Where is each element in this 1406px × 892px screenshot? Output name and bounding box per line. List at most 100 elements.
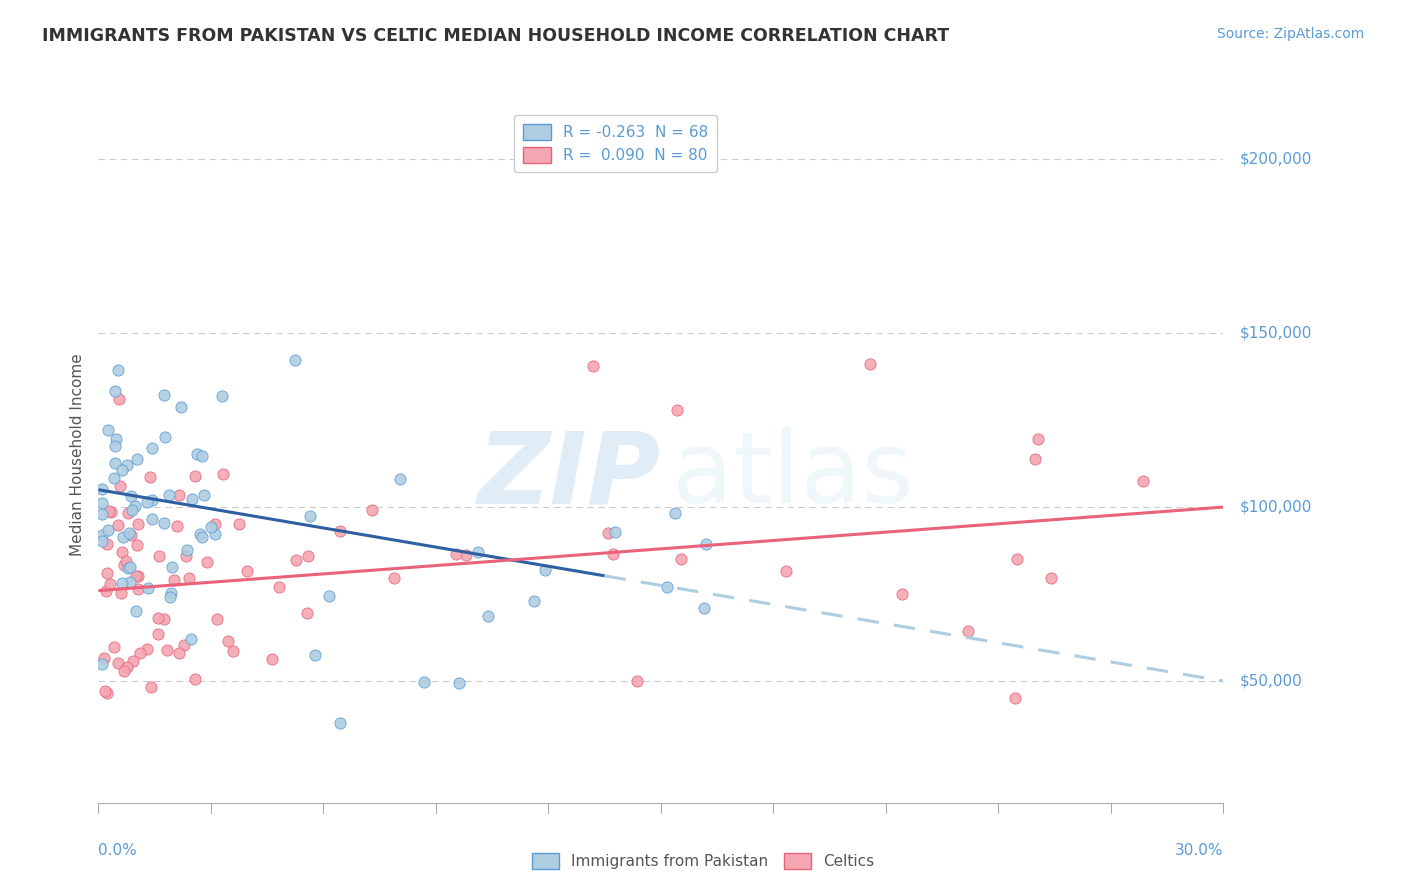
Text: IMMIGRANTS FROM PAKISTAN VS CELTIC MEDIAN HOUSEHOLD INCOME CORRELATION CHART: IMMIGRANTS FROM PAKISTAN VS CELTIC MEDIA… <box>42 27 949 45</box>
Point <box>626 673 648 688</box>
Point <box>318 590 340 604</box>
Point <box>523 593 546 607</box>
Point <box>136 581 159 595</box>
Point <box>664 506 686 520</box>
Point <box>228 516 250 531</box>
Point <box>412 675 434 690</box>
Point <box>211 389 233 403</box>
Point <box>298 508 321 523</box>
Point <box>111 463 134 477</box>
Point <box>382 571 405 585</box>
Text: $200,000: $200,000 <box>1240 152 1312 167</box>
Point <box>104 456 127 470</box>
Point <box>110 586 132 600</box>
Point <box>104 384 127 399</box>
Point <box>177 571 200 585</box>
Point <box>93 650 115 665</box>
Point <box>135 495 157 509</box>
Point <box>176 543 198 558</box>
Point <box>236 565 259 579</box>
Point <box>112 558 135 572</box>
Point <box>96 537 118 551</box>
Point <box>211 467 233 481</box>
Point <box>160 559 183 574</box>
Point <box>139 470 162 484</box>
Point <box>173 638 195 652</box>
Point <box>666 402 689 417</box>
Point <box>94 684 117 698</box>
Legend: R = -0.263  N = 68, R =  0.090  N = 80: R = -0.263 N = 68, R = 0.090 N = 80 <box>515 115 717 172</box>
Point <box>107 657 129 671</box>
Point <box>148 549 170 564</box>
Point <box>104 439 127 453</box>
Point <box>603 524 626 539</box>
Point <box>602 548 624 562</box>
Text: ZIP: ZIP <box>478 427 661 524</box>
Point <box>295 606 318 620</box>
Point <box>260 652 283 666</box>
Point <box>112 664 135 678</box>
Point <box>118 575 141 590</box>
Point <box>195 555 218 569</box>
Point <box>598 525 620 540</box>
Text: 0.0%: 0.0% <box>98 843 138 858</box>
Text: $50,000: $50,000 <box>1240 673 1303 689</box>
Point <box>108 479 131 493</box>
Point <box>180 632 202 646</box>
Point <box>157 488 180 502</box>
Point <box>107 362 129 376</box>
Text: atlas: atlas <box>672 427 914 524</box>
Point <box>775 564 797 578</box>
Point <box>193 488 215 502</box>
Point <box>1028 432 1050 446</box>
Legend: Immigrants from Pakistan, Celtics: Immigrants from Pakistan, Celtics <box>526 847 880 875</box>
Point <box>444 547 467 561</box>
Point <box>184 672 207 686</box>
Text: $150,000: $150,000 <box>1240 326 1312 341</box>
Point <box>669 552 692 566</box>
Point <box>159 591 181 605</box>
Point <box>124 500 146 514</box>
Point <box>117 506 139 520</box>
Point <box>329 524 352 538</box>
Point <box>329 715 352 730</box>
Point <box>222 644 245 658</box>
Point <box>103 640 125 654</box>
Point <box>297 549 319 563</box>
Point <box>91 496 114 510</box>
Point <box>153 612 176 626</box>
Text: 30.0%: 30.0% <box>1175 843 1223 858</box>
Point <box>1004 690 1026 705</box>
Point <box>114 554 136 568</box>
Point <box>186 447 208 461</box>
Point <box>184 469 207 483</box>
Point <box>167 646 190 660</box>
Point <box>91 483 114 497</box>
Y-axis label: Median Household Income: Median Household Income <box>69 353 84 557</box>
Point <box>141 492 163 507</box>
Point <box>1005 552 1028 566</box>
Point <box>91 657 114 672</box>
Point <box>94 584 117 599</box>
Point <box>115 660 138 674</box>
Point <box>155 430 177 444</box>
Point <box>217 633 239 648</box>
Point <box>111 575 134 590</box>
Point <box>1132 474 1154 488</box>
Point <box>174 549 197 564</box>
Point <box>449 676 471 690</box>
Point <box>205 612 228 626</box>
Point <box>125 568 148 582</box>
Point <box>657 580 679 594</box>
Point <box>152 387 174 401</box>
Point <box>110 545 132 559</box>
Point <box>204 516 226 531</box>
Point <box>467 545 489 559</box>
Text: Source: ZipAtlas.com: Source: ZipAtlas.com <box>1216 27 1364 41</box>
Point <box>191 530 214 544</box>
Point <box>146 627 169 641</box>
Point <box>96 566 118 580</box>
Point <box>389 472 412 486</box>
Point <box>121 502 143 516</box>
Point <box>107 518 129 533</box>
